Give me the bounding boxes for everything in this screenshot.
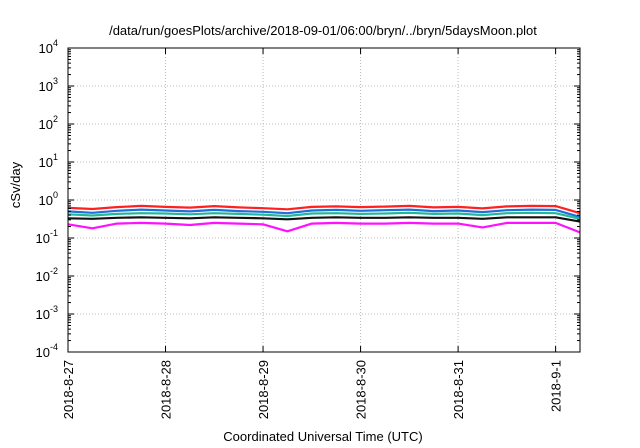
series-line-1 (67, 204, 581, 215)
series-line-5 (67, 221, 581, 234)
x-axis: 2018-8-27 2018-8-28 2018-8-29 2018-8-30 2018… (61, 48, 564, 419)
x-tick-label: 2018-9-1 (549, 360, 564, 412)
series-line-2 (67, 208, 581, 218)
chart-title: /data/run/goesPlots/archive/2018-09-01/0… (109, 23, 537, 38)
grid (67, 48, 580, 352)
x-tick-label: 2018-8-30 (354, 360, 369, 419)
y-tick-label: 101 (39, 152, 58, 170)
y-tick-label: 102 (39, 114, 58, 132)
y-axis: 104 103 102 101 100 10-1 10-2 10-3 10-4 (36, 38, 580, 360)
y-tick-label: 100 (39, 190, 58, 208)
y-tick-label: 103 (39, 76, 58, 94)
y-tick-label: 10-4 (36, 342, 58, 360)
y-tick-label: 10-3 (36, 304, 58, 322)
x-tick-label: 2018-8-29 (256, 360, 271, 419)
x-tick-label: 2018-8-31 (451, 360, 466, 419)
y-tick-label: 10-2 (36, 266, 58, 284)
series-line-3 (67, 211, 581, 220)
x-tick-label: 2018-8-28 (159, 360, 174, 419)
x-axis-label: Coordinated Universal Time (UTC) (223, 429, 422, 444)
series-line-4 (67, 216, 581, 223)
y-axis-label: cSv/day (8, 161, 23, 208)
x-tick-label: 2018-8-27 (61, 360, 76, 419)
y-tick-label: 10-1 (36, 228, 58, 246)
y-tick-label: 104 (39, 38, 58, 56)
series-group (67, 204, 581, 234)
